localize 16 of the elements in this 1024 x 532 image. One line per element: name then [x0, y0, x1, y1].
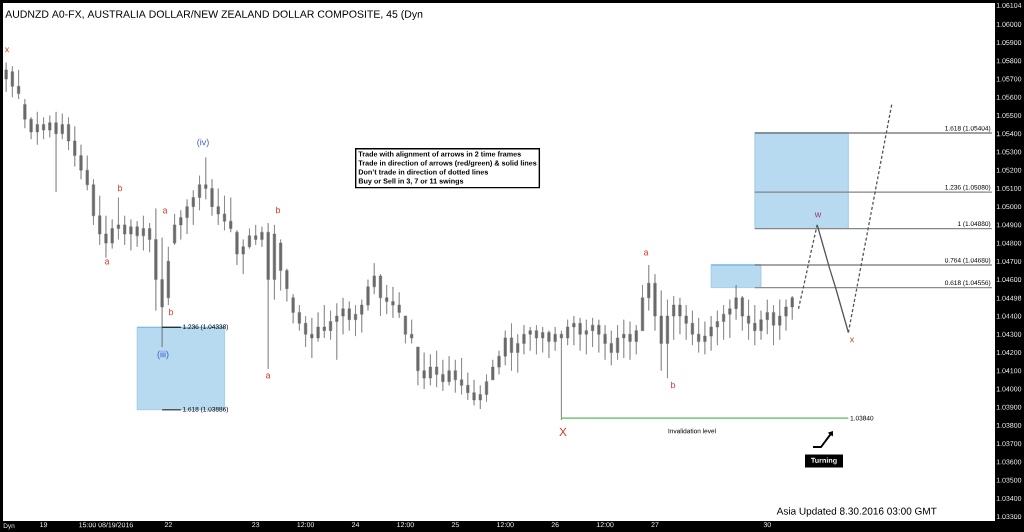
annotation: b — [276, 206, 281, 214]
annotation: b — [118, 184, 123, 192]
annotation: w — [814, 212, 822, 218]
annotation: b — [671, 381, 676, 389]
annotation: a — [162, 208, 168, 214]
annotation: (iii) — [157, 350, 169, 360]
text: AUDNZD A0-FX, AUSTRALIA DOLLAR/NEW ZEALAND DOLLAR COMPOSITE, 45 (Dyn — [5, 10, 423, 20]
annotation: b — [169, 308, 174, 316]
annotation: Asia Updated 8.30.2016 03:00 GMT — [776, 507, 937, 517]
annotation: X — [559, 427, 567, 437]
annotation: a — [265, 373, 271, 379]
annotation: x — [4, 47, 10, 53]
annotation: (iv) — [197, 138, 209, 148]
annotation: x — [849, 337, 855, 343]
annotation: a — [643, 250, 649, 256]
annotation: a — [104, 259, 110, 265]
